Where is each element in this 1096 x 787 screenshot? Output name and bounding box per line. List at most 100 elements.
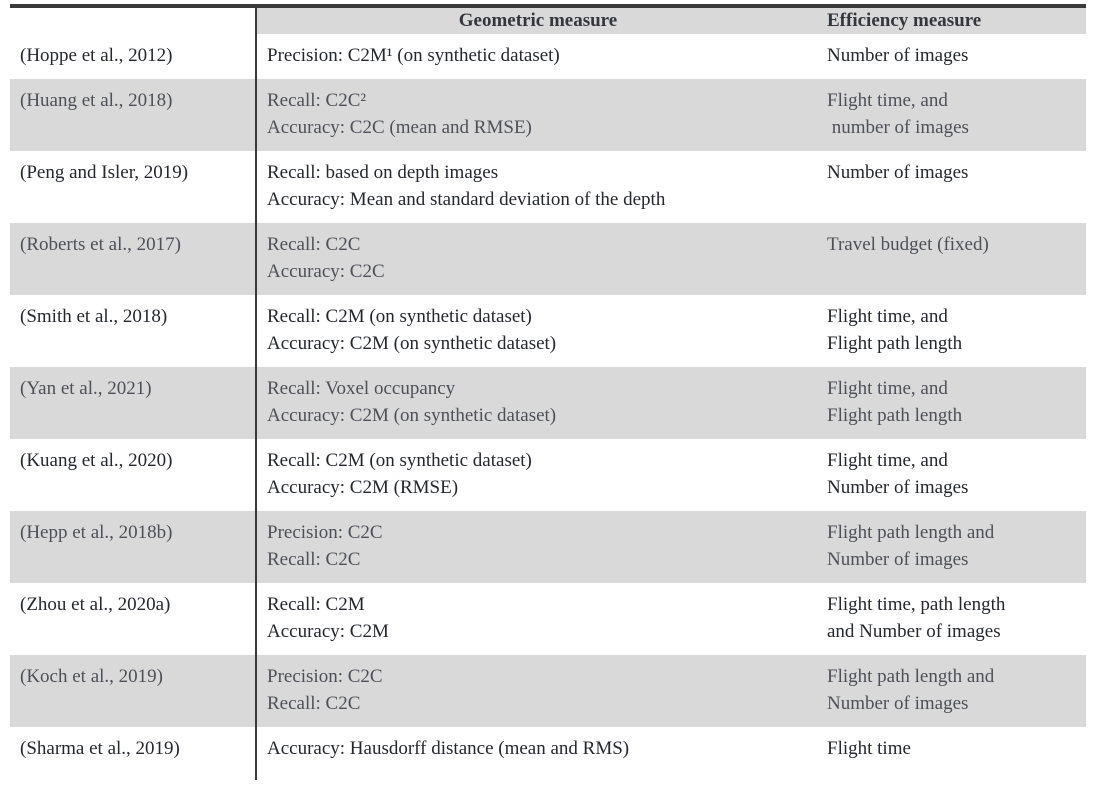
cell-line: Flight path length (827, 405, 963, 426)
cell-line: Number of images (827, 549, 969, 570)
cell-line: Accuracy: C2M (on synthetic dataset) (267, 405, 557, 426)
table-body: (Hoppe et al., 2012) Precision: C2M¹ (on… (10, 34, 1086, 780)
cell-line: Flight path length and (827, 666, 995, 687)
cell-line: Accuracy: Mean and standard deviation of… (267, 189, 666, 210)
cell-line: Recall: C2C (267, 693, 361, 714)
cell-line: Recall: C2M (on synthetic dataset) (267, 306, 532, 327)
efficiency-measure-cell: Number of images (827, 151, 1086, 223)
citation-cell: (Huang et al., 2018) (10, 79, 255, 151)
cell-line: Flight time, and (827, 306, 948, 327)
geometric-measure-cell: Recall: C2C² Accuracy: C2C (mean and RMSE… (255, 79, 827, 151)
geometric-measure-cell: Recall: C2C Accuracy: C2C (255, 223, 827, 295)
citation-text: (Peng and Isler, 2019) (20, 162, 189, 183)
efficiency-measure-cell: Flight time, and Flight path length (827, 295, 1086, 367)
cell-line: Flight time, and (827, 90, 948, 111)
cell-line: Recall: C2C² (267, 90, 367, 111)
citation-text: (Hoppe et al., 2012) (20, 45, 173, 66)
citation-cell: (Kuang et al., 2020) (10, 439, 255, 511)
citation-text: (Roberts et al., 2017) (20, 234, 181, 255)
citation-cell: (Sharma et al., 2019) (10, 727, 255, 780)
cell-line: Number of images (827, 162, 969, 183)
citation-cell: (Smith et al., 2018) (10, 295, 255, 367)
column-header-geometric-measure: Geometric measure (255, 8, 827, 34)
citation-text: (Hepp et al., 2018b) (20, 522, 173, 543)
cell-line: Precision: C2C (267, 666, 383, 687)
table-header-row: Geometric measure Efficiency measure (10, 8, 1086, 34)
geometric-measure-cell: Recall: Voxel occupancy Accuracy: C2M (on… (255, 367, 827, 439)
citation-cell: (Zhou et al., 2020a) (10, 583, 255, 655)
cell-line: Flight time, and (827, 450, 948, 471)
citation-cell: (Yan et al., 2021) (10, 367, 255, 439)
citation-cell: (Roberts et al., 2017) (10, 223, 255, 295)
citation-text: (Yan et al., 2021) (20, 378, 152, 399)
geometric-measure-cell: Precision: C2C Recall: C2C (255, 511, 827, 583)
table-row: (Koch et al., 2019) Precision: C2C Recall… (10, 655, 1086, 727)
column-header-efficiency-measure: Efficiency measure (827, 8, 1086, 34)
table-row: (Sharma et al., 2019) Accuracy: Hausdorf… (10, 727, 1086, 780)
efficiency-measure-cell: Flight path length and Number of images (827, 511, 1086, 583)
efficiency-measure-cell: Flight time (827, 727, 1086, 780)
efficiency-measure-cell: Flight path length and Number of images (827, 655, 1086, 727)
table-row: (Yan et al., 2021) Recall: Voxel occupan… (10, 367, 1086, 439)
efficiency-measure-cell: Flight time, and Number of images (827, 439, 1086, 511)
cell-line: Recall: C2C (267, 549, 361, 570)
table-row: (Hepp et al., 2018b) Precision: C2C Recal… (10, 511, 1086, 583)
cell-line: Accuracy: C2M (RMSE) (267, 477, 459, 498)
document-table: Geometric measure Efficiency measure (Ho… (10, 4, 1086, 780)
cell-line: and Number of images (827, 621, 1001, 642)
cell-line: Recall: C2C (267, 234, 361, 255)
cell-line: Flight path length and (827, 522, 995, 543)
cell-line: Recall: Voxel occupancy (267, 378, 456, 399)
efficiency-measure-cell: Flight time, and number of images (827, 79, 1086, 151)
cell-line: Accuracy: C2C (267, 261, 385, 282)
cell-line: number of images (827, 117, 969, 138)
cell-line: Flight time, path length (827, 594, 1006, 615)
cell-line: Recall: C2M (267, 594, 365, 615)
table-top-rule (10, 4, 1086, 8)
citation-text: (Smith et al., 2018) (20, 306, 168, 327)
cell-line: Precision: C2C (267, 522, 383, 543)
cell-line: Accuracy: C2M (on synthetic dataset) (267, 333, 557, 354)
citation-cell: (Hepp et al., 2018b) (10, 511, 255, 583)
cell-line: Flight time (827, 738, 911, 759)
citation-text: (Huang et al., 2018) (20, 90, 173, 111)
cell-line: Recall: C2M (on synthetic dataset) (267, 450, 532, 471)
geometric-measure-cell: Recall: C2M (on synthetic dataset) Accura… (255, 295, 827, 367)
cell-line: Flight path length (827, 333, 963, 354)
table-row: (Peng and Isler, 2019) Recall: based on … (10, 151, 1086, 223)
citation-text: (Zhou et al., 2020a) (20, 594, 171, 615)
citation-text: (Kuang et al., 2020) (20, 450, 173, 471)
efficiency-measure-cell: Number of images (827, 34, 1086, 79)
geometric-measure-cell: Accuracy: Hausdorff distance (mean and R… (255, 727, 827, 780)
efficiency-measure-cell: Flight time, and Flight path length (827, 367, 1086, 439)
geometric-measure-cell: Recall: C2M Accuracy: C2M (255, 583, 827, 655)
cell-line: Accuracy: C2C (mean and RMSE) (267, 117, 532, 138)
geometric-measure-cell: Precision: C2C Recall: C2C (255, 655, 827, 727)
citation-cell: (Peng and Isler, 2019) (10, 151, 255, 223)
cell-line: Number of images (827, 477, 969, 498)
cell-line: Precision: C2M¹ (on synthetic dataset) (267, 45, 560, 66)
efficiency-measure-cell: Flight time, path length and Number of im… (827, 583, 1086, 655)
cell-line: Number of images (827, 45, 969, 66)
table-row: (Zhou et al., 2020a) Recall: C2M Accuracy… (10, 583, 1086, 655)
cell-line: Number of images (827, 693, 969, 714)
efficiency-measure-cell: Travel budget (fixed) (827, 223, 1086, 295)
table-row: (Huang et al., 2018) Recall: C2C² Accurac… (10, 79, 1086, 151)
geometric-measure-cell: Recall: C2M (on synthetic dataset) Accura… (255, 439, 827, 511)
cell-line: Accuracy: Hausdorff distance (mean and R… (267, 738, 630, 759)
geometric-measure-cell: Precision: C2M¹ (on synthetic dataset) (255, 34, 827, 79)
cell-line: Recall: based on depth images (267, 162, 499, 183)
cell-line: Travel budget (fixed) (827, 234, 989, 255)
citation-text: (Koch et al., 2019) (20, 666, 163, 687)
geometric-measure-cell: Recall: based on depth images Accuracy: M… (255, 151, 827, 223)
citation-text: (Sharma et al., 2019) (20, 738, 180, 759)
table-row: (Kuang et al., 2020) Recall: C2M (on syn… (10, 439, 1086, 511)
table-row: (Roberts et al., 2017) Recall: C2C Accura… (10, 223, 1086, 295)
citation-cell: (Koch et al., 2019) (10, 655, 255, 727)
column-divider-rule (255, 4, 257, 780)
cell-line: Flight time, and (827, 378, 948, 399)
table-row: (Smith et al., 2018) Recall: C2M (on syn… (10, 295, 1086, 367)
table-row: (Hoppe et al., 2012) Precision: C2M¹ (on… (10, 34, 1086, 79)
column-header-citation (10, 8, 255, 34)
cell-line: Accuracy: C2M (267, 621, 389, 642)
